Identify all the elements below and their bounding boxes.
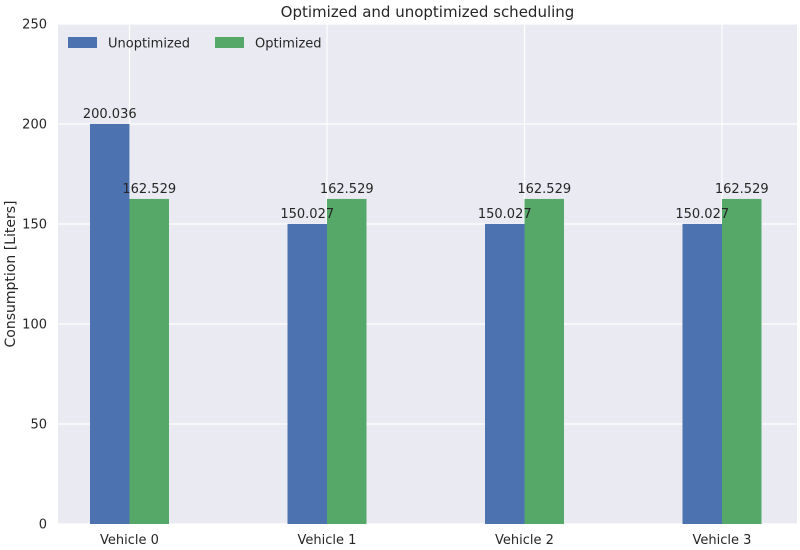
- chart-title: Optimized and unoptimized scheduling: [281, 3, 575, 21]
- bar-optimized-3: [722, 198, 762, 524]
- legend-label-unoptimized: Unoptimized: [108, 37, 190, 52]
- x-tick-label: Vehicle 1: [298, 533, 357, 548]
- y-axis-ticks: 0 50 100 150 200 250: [22, 18, 47, 533]
- bar-optimized-0: [129, 198, 169, 524]
- bar-value-label: 162.529: [122, 182, 176, 197]
- bar-optimized-2: [524, 198, 564, 524]
- y-tick-label: 150: [22, 218, 47, 233]
- bar-value-label: 150.027: [478, 207, 532, 222]
- legend-swatch-unoptimized: [68, 37, 97, 48]
- bar-unoptimized-2: [485, 223, 525, 525]
- plot-area: [58, 24, 797, 524]
- bar-unoptimized-1: [287, 223, 327, 525]
- bar-value-label: 150.027: [280, 207, 334, 222]
- x-tick-label: Vehicle 0: [100, 533, 159, 548]
- bar-value-label: 162.529: [517, 182, 571, 197]
- legend-label-optimized: Optimized: [255, 37, 322, 52]
- y-tick-label: 250: [22, 18, 47, 33]
- y-tick-label: 50: [30, 418, 47, 433]
- bars: [90, 123, 762, 525]
- y-tick-label: 100: [22, 318, 47, 333]
- bar-value-label: 162.529: [320, 182, 374, 197]
- x-axis-ticks: Vehicle 0 Vehicle 1 Vehicle 2 Vehicle 3: [100, 533, 751, 548]
- bar-value-label: 150.027: [675, 207, 729, 222]
- bar-value-labels: 200.036 150.027 150.027 150.027 162.529 162.5…: [83, 107, 769, 222]
- bar-unoptimized-0: [90, 123, 130, 524]
- x-tick-label: Vehicle 3: [693, 533, 752, 548]
- y-tick-label: 0: [39, 518, 47, 533]
- bar-unoptimized-3: [682, 223, 722, 525]
- bar-value-label: 162.529: [715, 182, 769, 197]
- legend-swatch-optimized: [215, 37, 244, 48]
- bar-value-label: 200.036: [83, 107, 137, 122]
- x-tick-label: Vehicle 2: [495, 533, 554, 548]
- legend: Unoptimized Optimized: [68, 37, 322, 52]
- y-axis-label: Consumption [Liters]: [3, 201, 19, 348]
- bar-optimized-1: [327, 198, 367, 524]
- y-tick-label: 200: [22, 118, 47, 133]
